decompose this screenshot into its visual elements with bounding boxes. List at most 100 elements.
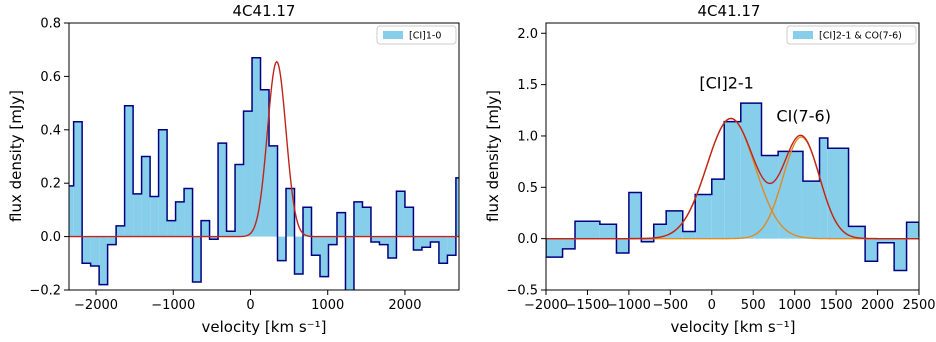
bar xyxy=(201,220,210,237)
bar xyxy=(362,207,371,237)
chart-right-x-axis: −2000−1500−1000 −500 0 500 1000 1500 2000 2500 xyxy=(524,290,936,313)
bar xyxy=(235,164,244,237)
x-tick-label: 2000 xyxy=(861,298,894,313)
y-tick-label: 0.0 xyxy=(40,230,61,245)
y-tick-label: 0.5 xyxy=(517,181,538,196)
x-tick-label: −500 xyxy=(652,298,688,313)
x-tick-label: 1000 xyxy=(778,298,811,313)
bar xyxy=(421,236,431,248)
chart-left-plot-area xyxy=(69,56,489,290)
bar xyxy=(464,237,472,258)
chart-right-legend-box xyxy=(786,25,917,45)
bar xyxy=(473,213,481,237)
fit-curve xyxy=(69,60,459,238)
chart-left-legend-box xyxy=(376,25,457,45)
chart-right-y-axis: −0.5 0.0 0.5 1.0 1.5 2.0 xyxy=(506,27,546,299)
bar xyxy=(695,194,712,239)
combined-fit-curve xyxy=(546,117,919,240)
bar xyxy=(628,192,642,239)
bar xyxy=(413,236,422,250)
x-tick-label: −1000 xyxy=(151,298,195,313)
bar xyxy=(481,237,489,258)
bar xyxy=(379,236,388,245)
chart-left-x-axis: −2000 −1000 0 1000 2000 xyxy=(74,290,421,313)
bar xyxy=(370,236,380,242)
bar xyxy=(455,177,459,237)
x-tick-label: −2000 xyxy=(524,298,568,313)
bar xyxy=(167,220,176,237)
chart-right-annotations: [CI]2-1 CI(7-6) xyxy=(699,74,831,126)
bar xyxy=(396,191,405,237)
bar xyxy=(724,121,741,239)
bar xyxy=(175,201,185,237)
y-tick-label: −0.5 xyxy=(506,284,538,299)
chart-left-x-label: velocity [km s⁻¹] xyxy=(202,318,327,336)
y-tick-label: 0.0 xyxy=(517,232,538,247)
chart-right-legend-swatch xyxy=(793,31,813,39)
chart-left-title: 4C41.17 xyxy=(233,2,296,20)
bar xyxy=(277,236,287,261)
annotation-label: CI(7-6) xyxy=(776,107,831,126)
bar xyxy=(447,236,456,256)
bar xyxy=(252,57,261,237)
bar xyxy=(218,143,227,237)
x-tick-label: 500 xyxy=(741,298,766,313)
bar xyxy=(877,238,895,243)
bar xyxy=(303,207,312,237)
x-tick-label: 1500 xyxy=(820,298,853,313)
chart-left-legend-swatch xyxy=(383,31,403,39)
y-tick-label: 0.8 xyxy=(40,17,61,32)
chart-left: 4C41.17 −2000 −1000 0 1000 2000 −0.2 0.0 0.2 0.… xyxy=(7,2,489,336)
bar xyxy=(906,222,919,239)
bar xyxy=(653,224,667,239)
y-tick-label: −0.2 xyxy=(29,284,61,299)
chart-right-x-label: velocity [km s⁻¹] xyxy=(671,318,796,336)
x-tick-label: 0 xyxy=(708,298,716,313)
chart-left-frame xyxy=(68,22,460,291)
bar xyxy=(438,236,448,264)
bar xyxy=(99,236,108,285)
chart-right-y-label: flux density [mJy] xyxy=(484,90,502,222)
bar xyxy=(192,236,202,282)
bar xyxy=(336,212,346,237)
y-tick-label: 0.6 xyxy=(40,70,61,85)
bar xyxy=(682,231,696,239)
chart-right: 4C41.17 −2000−1500−1000 −500 0 500 1000 1500 2… xyxy=(484,2,936,336)
step-outline xyxy=(69,56,459,290)
bar xyxy=(243,111,253,237)
bar xyxy=(141,156,151,237)
chart-right-legend-label: [CI]2-1 & CO(7-6) xyxy=(819,31,902,42)
bar xyxy=(430,236,439,242)
bar xyxy=(353,201,363,237)
chart-right-legend: [CI]2-1 & CO(7-6) xyxy=(786,25,917,45)
bar xyxy=(641,238,654,242)
bar xyxy=(69,185,74,237)
bar xyxy=(761,155,779,239)
y-tick-label: 1.0 xyxy=(517,129,538,144)
chart-left-legend: [CI]1-0 xyxy=(376,25,457,45)
bar xyxy=(209,236,219,240)
bar xyxy=(345,236,354,290)
bar xyxy=(269,145,278,237)
bar xyxy=(894,238,907,271)
x-tick-label: 2500 xyxy=(902,298,935,313)
y-tick-label: 1.5 xyxy=(517,78,538,93)
bar xyxy=(802,181,820,239)
bar xyxy=(328,236,337,245)
bar xyxy=(311,236,320,256)
y-tick-label: 0.2 xyxy=(40,177,61,192)
bar xyxy=(90,236,100,266)
chart-right-title: 4C41.17 xyxy=(698,2,761,20)
bar xyxy=(666,210,683,239)
bar xyxy=(740,103,762,239)
chart-left-legend-label: [CI]1-0 xyxy=(409,31,441,42)
chart-right-frame xyxy=(545,22,920,291)
x-tick-label: −1000 xyxy=(607,298,651,313)
bar xyxy=(319,236,329,277)
bar xyxy=(848,226,866,239)
bar xyxy=(150,196,159,237)
bar xyxy=(404,207,414,237)
annotation-label: [CI]2-1 xyxy=(699,74,754,93)
chart-left-y-label: flux density [mJy] xyxy=(7,90,25,222)
